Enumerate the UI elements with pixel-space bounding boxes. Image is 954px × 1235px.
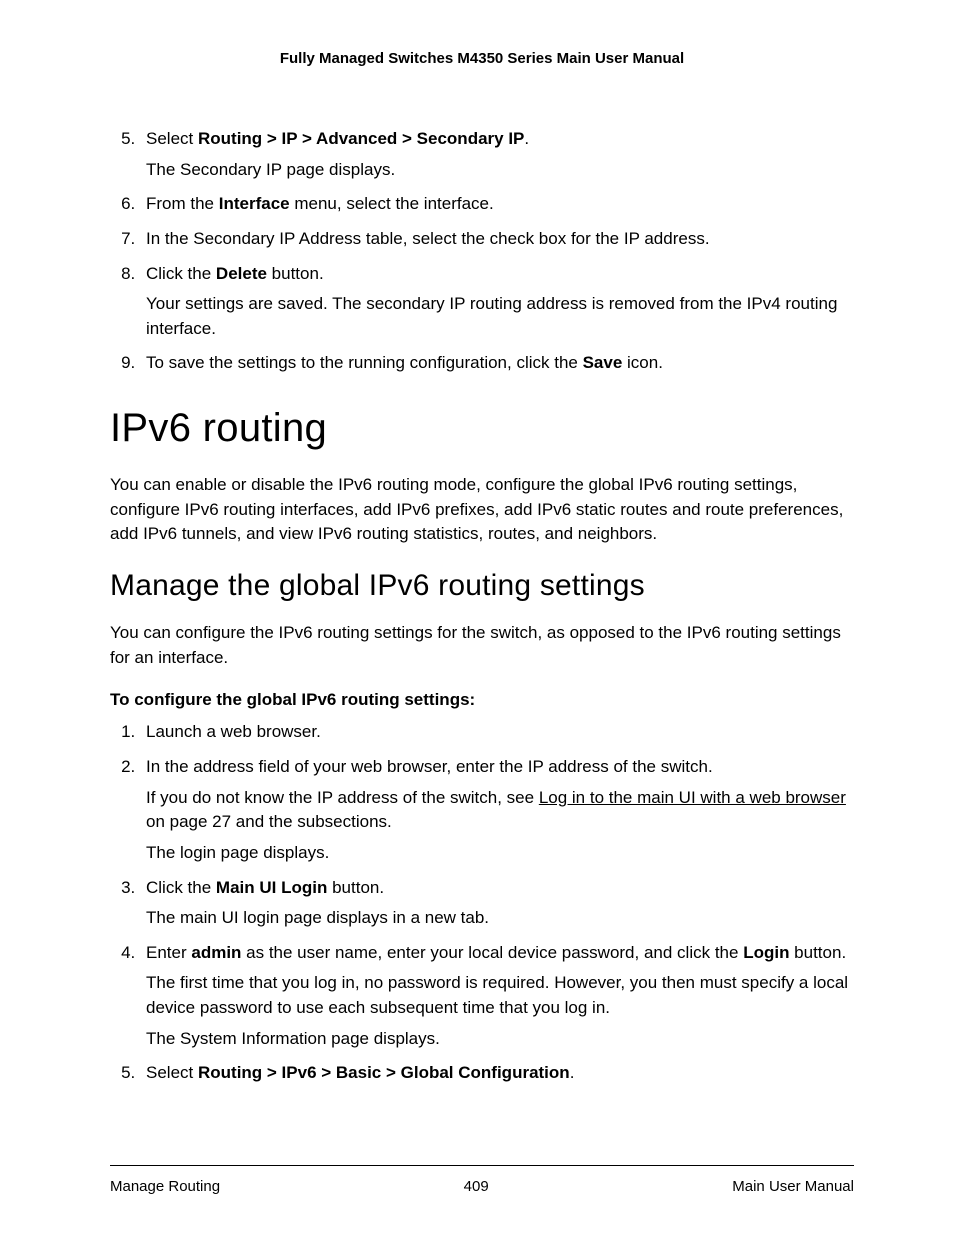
bold-word: Main UI Login	[216, 878, 327, 897]
bold-word: Delete	[216, 264, 267, 283]
step-text: To save the settings to the running conf…	[146, 353, 663, 372]
step-text: Select Routing > IP > Advanced > Seconda…	[146, 129, 529, 148]
cross-ref-link[interactable]: Log in to the main UI with a web browser	[539, 788, 846, 807]
bottom-steps-list: Launch a web browser. In the address fie…	[110, 720, 854, 1086]
bstep-5: Select Routing > IPv6 > Basic > Global C…	[140, 1061, 854, 1086]
step-9: To save the settings to the running conf…	[140, 351, 854, 376]
step-7: In the Secondary IP Address table, selec…	[140, 227, 854, 252]
page-header: Fully Managed Switches M4350 Series Main…	[110, 50, 854, 67]
step-sub: The first time that you log in, no passw…	[146, 971, 854, 1020]
subsection-heading: Manage the global IPv6 routing settings	[110, 569, 854, 603]
page-footer: Manage Routing 409 Main User Manual	[110, 1165, 854, 1195]
step-5: Select Routing > IP > Advanced > Seconda…	[140, 127, 854, 182]
footer-row: Manage Routing 409 Main User Manual	[110, 1178, 854, 1195]
step-text: Select Routing > IPv6 > Basic > Global C…	[146, 1063, 574, 1082]
bstep-1: Launch a web browser.	[140, 720, 854, 745]
footer-rule	[110, 1165, 854, 1166]
bold-word: Login	[743, 943, 789, 962]
step-text: In the Secondary IP Address table, selec…	[146, 229, 710, 248]
bstep-4: Enter admin as the user name, enter your…	[140, 941, 854, 1052]
step-text: In the address field of your web browser…	[146, 757, 713, 776]
subsection-intro: You can configure the IPv6 routing setti…	[110, 621, 854, 670]
step-6: From the Interface menu, select the inte…	[140, 192, 854, 217]
bold-path: Routing > IPv6 > Basic > Global Configur…	[198, 1063, 570, 1082]
section-intro: You can enable or disable the IPv6 routi…	[110, 473, 854, 547]
step-8: Click the Delete button. Your settings a…	[140, 262, 854, 342]
footer-right: Main User Manual	[732, 1178, 854, 1195]
bstep-2: In the address field of your web browser…	[140, 755, 854, 866]
section-heading: IPv6 routing	[110, 406, 854, 451]
step-text: From the Interface menu, select the inte…	[146, 194, 494, 213]
step-text: Enter admin as the user name, enter your…	[146, 943, 846, 962]
top-steps-list: Select Routing > IP > Advanced > Seconda…	[110, 127, 854, 376]
footer-page-number: 409	[464, 1178, 489, 1195]
step-sub: If you do not know the IP address of the…	[146, 786, 854, 835]
step-text: Click the Main UI Login button.	[146, 878, 384, 897]
procedure-leadin: To configure the global IPv6 routing set…	[110, 690, 854, 710]
step-text: Launch a web browser.	[146, 722, 321, 741]
bold-word: Interface	[219, 194, 290, 213]
step-sub: Your settings are saved. The secondary I…	[146, 292, 854, 341]
step-sub: The Secondary IP page displays.	[146, 158, 854, 183]
step-sub: The System Information page displays.	[146, 1027, 854, 1052]
bold-word: admin	[191, 943, 241, 962]
bold-word: Save	[583, 353, 623, 372]
step-sub: The login page displays.	[146, 841, 854, 866]
bold-path: Routing > IP > Advanced > Secondary IP	[198, 129, 524, 148]
step-sub: The main UI login page displays in a new…	[146, 906, 854, 931]
document-page: Fully Managed Switches M4350 Series Main…	[0, 0, 954, 1235]
header-title: Fully Managed Switches M4350 Series Main…	[280, 50, 684, 67]
footer-left: Manage Routing	[110, 1178, 220, 1195]
bstep-3: Click the Main UI Login button. The main…	[140, 876, 854, 931]
step-text: Click the Delete button.	[146, 264, 324, 283]
